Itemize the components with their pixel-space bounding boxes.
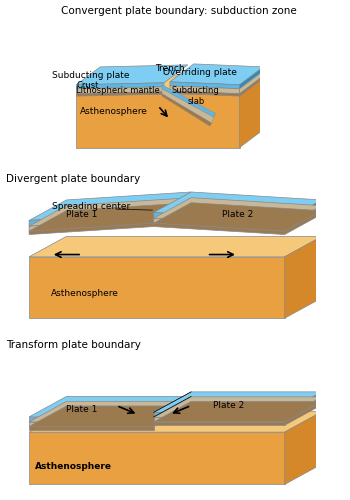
- Polygon shape: [170, 73, 264, 94]
- Polygon shape: [285, 397, 322, 422]
- Polygon shape: [29, 212, 154, 226]
- Polygon shape: [285, 210, 322, 234]
- Text: Overriding plate: Overriding plate: [163, 68, 237, 77]
- Polygon shape: [170, 68, 264, 89]
- Polygon shape: [29, 396, 191, 417]
- Polygon shape: [29, 406, 191, 426]
- Polygon shape: [29, 202, 191, 231]
- Polygon shape: [29, 198, 191, 226]
- Polygon shape: [76, 94, 240, 148]
- Polygon shape: [154, 212, 285, 226]
- Polygon shape: [29, 422, 154, 426]
- Text: Subducting
slab: Subducting slab: [172, 86, 220, 106]
- Polygon shape: [240, 71, 264, 94]
- Polygon shape: [285, 392, 322, 417]
- Polygon shape: [29, 426, 154, 430]
- Polygon shape: [285, 402, 322, 425]
- Polygon shape: [76, 92, 164, 96]
- Polygon shape: [162, 94, 212, 126]
- Polygon shape: [154, 397, 322, 417]
- Text: Spreading center: Spreading center: [52, 202, 131, 211]
- Polygon shape: [162, 89, 214, 123]
- Polygon shape: [154, 223, 285, 234]
- Polygon shape: [154, 402, 322, 422]
- Polygon shape: [285, 206, 322, 231]
- Polygon shape: [154, 198, 322, 226]
- Polygon shape: [76, 65, 188, 85]
- Polygon shape: [29, 432, 285, 484]
- Polygon shape: [76, 83, 164, 89]
- Polygon shape: [154, 202, 322, 231]
- Polygon shape: [285, 200, 322, 226]
- Text: Plate 1: Plate 1: [66, 406, 98, 414]
- Polygon shape: [240, 76, 264, 96]
- Polygon shape: [76, 76, 264, 94]
- Polygon shape: [29, 402, 191, 422]
- Text: Divergent plate boundary: Divergent plate boundary: [6, 174, 140, 184]
- Polygon shape: [154, 392, 322, 412]
- Polygon shape: [29, 257, 285, 318]
- Polygon shape: [29, 192, 191, 220]
- Polygon shape: [76, 87, 164, 94]
- Text: Subducting plate: Subducting plate: [51, 71, 129, 80]
- Polygon shape: [154, 192, 322, 220]
- Text: Asthenosphere: Asthenosphere: [80, 106, 148, 116]
- Polygon shape: [162, 85, 216, 117]
- Polygon shape: [170, 82, 240, 89]
- Text: Lithospheric mantle: Lithospheric mantle: [76, 86, 160, 95]
- Polygon shape: [285, 412, 322, 484]
- Polygon shape: [170, 91, 240, 96]
- Polygon shape: [29, 236, 322, 257]
- Text: Plate 1: Plate 1: [66, 210, 98, 219]
- Text: Asthenosphere: Asthenosphere: [35, 462, 112, 470]
- Polygon shape: [154, 218, 285, 231]
- Text: Crust: Crust: [76, 81, 99, 90]
- Polygon shape: [154, 412, 285, 418]
- Polygon shape: [154, 418, 285, 422]
- Polygon shape: [154, 422, 285, 426]
- Polygon shape: [240, 67, 264, 89]
- Text: Asthenosphere: Asthenosphere: [51, 288, 119, 298]
- Text: Plate 2: Plate 2: [213, 401, 244, 410]
- Text: Trench: Trench: [155, 64, 185, 73]
- Text: Transform plate boundary: Transform plate boundary: [6, 340, 141, 350]
- Polygon shape: [29, 218, 154, 231]
- Polygon shape: [170, 86, 240, 94]
- Polygon shape: [285, 236, 322, 318]
- Text: Convergent plate boundary: subduction zone: Convergent plate boundary: subduction zo…: [62, 6, 297, 16]
- Polygon shape: [29, 412, 322, 432]
- Text: Plate 2: Plate 2: [222, 210, 253, 219]
- Polygon shape: [29, 417, 154, 422]
- Polygon shape: [29, 223, 154, 234]
- Polygon shape: [240, 76, 264, 148]
- Polygon shape: [170, 64, 264, 85]
